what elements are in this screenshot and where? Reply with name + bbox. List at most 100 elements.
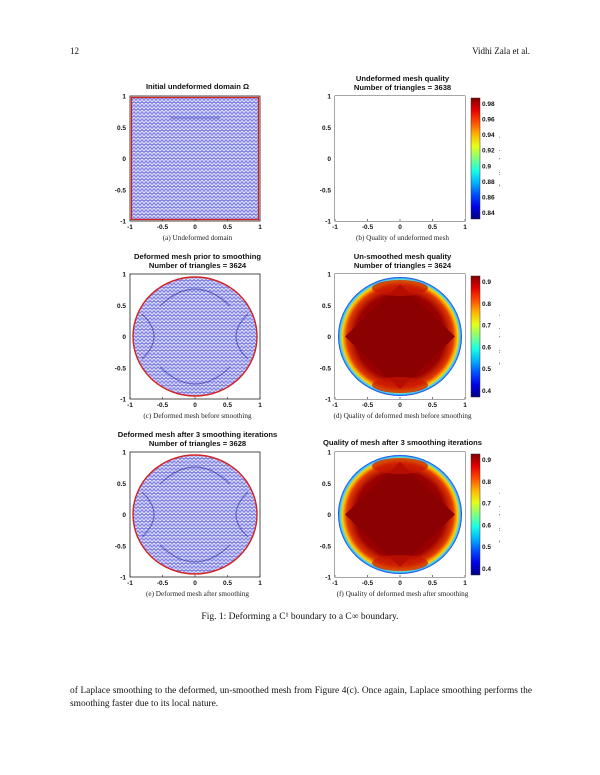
x-tick-label: 0.5 [223, 224, 232, 231]
x-tick-label: -0.5 [362, 402, 374, 409]
x-tick-label: -1 [127, 224, 133, 231]
x-tick-label: 1 [258, 580, 262, 587]
running-header-authors: Vidhi Zala et al. [472, 46, 530, 56]
y-tick-label: 0.5 [322, 303, 331, 310]
colorbar-tick-label: 0.7 [482, 501, 491, 508]
colorbar-tick-label: 0.9 [482, 279, 491, 286]
subfigure-plot: -1 -0.5 0 0.5 1 1 0.5 0 -0.5 -1 [115, 450, 262, 588]
x-tick-label: -1 [127, 580, 133, 587]
subfigure-caption: (b) Quality of undeformed mesh [355, 234, 449, 242]
y-tick-label: -1 [120, 575, 126, 582]
page-number: 12 [70, 46, 79, 56]
colorbar-tick-label: 0.9 [482, 163, 491, 170]
subfigure-plot: 0.98 0.96 0.94 0.92 0.9 0.88 0.86 0.84 Quality o… [320, 94, 500, 232]
subfigure-c: Deformed mesh prior to smoothing Number o… [100, 252, 295, 424]
y-tick-label: -0.5 [115, 543, 127, 550]
colorbar-tick-label: 0.96 [482, 117, 495, 124]
subfigure-caption: (f) Quality of deformed mesh after smoot… [336, 590, 469, 598]
y-tick-label: 0.5 [322, 481, 331, 488]
x-tick-label: -0.5 [157, 580, 169, 587]
x-tick-label: -0.5 [157, 402, 169, 409]
subfigure-title-line: Quality of mesh after 3 smoothing iterat… [322, 438, 483, 447]
subfigure-f: Quality of mesh after 3 smoothing iterat… [305, 430, 500, 602]
y-tick-label: 0 [327, 512, 331, 519]
y-tick-label: 1 [122, 450, 126, 457]
colorbar-tick-label: 0.84 [482, 210, 495, 217]
subfigure-title-line: Deformed mesh prior to smoothing [134, 252, 261, 261]
x-tick-label: -0.5 [157, 224, 169, 231]
x-tick-label: 0 [193, 580, 197, 587]
x-tick-label: 0.5 [428, 402, 437, 409]
x-tick-label: 0.5 [428, 580, 437, 587]
y-tick-label: -1 [325, 575, 331, 582]
y-tick-label: 1 [122, 272, 126, 279]
subfigure-title: Quality of mesh after 3 smoothing iterat… [305, 438, 500, 447]
y-tick-label: 0 [122, 334, 126, 341]
subfigure-b: Undeformed mesh quality Number of triangl… [305, 74, 500, 246]
subfigure-title-line: Undeformed mesh quality [355, 74, 450, 83]
subfigure-title: Un-smoothed mesh quality Number of triang… [305, 252, 500, 270]
subfigure-title-line: Number of triangles = 3624 [353, 261, 452, 270]
subfigure-plot: -1 -0.5 0 0.5 1 1 0.5 0 -0.5 -1 [115, 94, 262, 232]
subfigure-title: Undeformed mesh quality Number of triangl… [305, 74, 500, 92]
x-tick-label: 1 [463, 402, 467, 409]
colorbar-tick-label: 0.4 [482, 388, 491, 395]
y-tick-label: -1 [325, 219, 331, 226]
y-tick-label: -0.5 [320, 543, 332, 550]
figure: Initial undeformed domain Ω -1 -0.5 0 0.5 1 1 0… [100, 74, 500, 604]
subfigure-title-line: Deformed mesh after 3 smoothing iteratio… [117, 430, 278, 439]
colorbar-tick-label: 0.4 [482, 566, 491, 573]
x-tick-label: 0 [398, 224, 402, 231]
colorbar-label: Quality of triangles [499, 307, 500, 366]
x-tick-label: -1 [332, 580, 338, 587]
x-tick-label: -0.5 [362, 580, 374, 587]
y-tick-label: -0.5 [320, 187, 332, 194]
colorbar-tick-label: 0.9 [482, 457, 491, 464]
x-tick-label: 0 [398, 402, 402, 409]
y-tick-label: 1 [327, 450, 331, 457]
x-tick-label: 1 [463, 224, 467, 231]
subfigure-caption: (c) Deformed mesh before smoothing [143, 412, 252, 420]
subfigure-title: Initial undeformed domain Ω [100, 82, 295, 91]
subfigure-plot: 0.9 0.8 0.7 0.6 0.5 0.4 Quality of triangles -1… [320, 450, 500, 588]
y-tick-label: 0.5 [117, 125, 126, 132]
colorbar-tick-label: 0.86 [482, 194, 495, 201]
x-tick-label: 0 [193, 224, 197, 231]
y-tick-label: -1 [120, 397, 126, 404]
x-tick-label: -1 [127, 402, 133, 409]
subfigure-plot: -1 -0.5 0 0.5 1 1 0.5 0 -0.5 -1 [115, 272, 262, 410]
y-tick-label: -1 [120, 219, 126, 226]
colorbar-label: Quality of triangles [499, 129, 500, 188]
subfigure-d: Un-smoothed mesh quality Number of triang… [305, 252, 500, 424]
colorbar-tick-label: 0.8 [482, 479, 491, 486]
x-tick-label: 1 [258, 224, 262, 231]
y-tick-label: 0 [327, 156, 331, 163]
colorbar-tick-label: 0.5 [482, 366, 491, 373]
subfigure-caption: (e) Deformed mesh after smoothing [146, 590, 249, 598]
colorbar-tick-label: 0.98 [482, 101, 495, 108]
subfigure-caption: (a) Undeformed domain [162, 234, 233, 242]
x-tick-label: 0 [193, 402, 197, 409]
colorbar-tick-label: 0.7 [482, 323, 491, 330]
colorbar-tick-label: 0.88 [482, 179, 495, 186]
x-tick-label: 1 [258, 402, 262, 409]
colorbar-tick-label: 0.8 [482, 301, 491, 308]
y-tick-label: 0 [327, 334, 331, 341]
x-tick-label: 1 [463, 580, 467, 587]
subfigure-title-line: Initial undeformed domain Ω [145, 82, 250, 91]
subfigure-e: Deformed mesh after 3 smoothing iteratio… [100, 430, 295, 602]
figure-caption: Fig. 1: Deforming a C¹ boundary to a C∞ … [201, 612, 399, 622]
body-paragraph: of Laplace smoothing to the deformed, un… [70, 686, 532, 709]
colorbar-tick-label: 0.92 [482, 148, 495, 155]
subfigure-plot: 0.9 0.8 0.7 0.6 0.5 0.4 Quality of triangles -1… [320, 272, 500, 410]
x-tick-label: 0.5 [223, 580, 232, 587]
y-tick-label: 0 [122, 156, 126, 163]
x-tick-label: 0.5 [223, 402, 232, 409]
y-tick-label: -0.5 [115, 365, 127, 372]
subfigure-title: Deformed mesh after 3 smoothing iteratio… [100, 430, 295, 448]
x-tick-label: -0.5 [362, 224, 374, 231]
y-tick-label: -0.5 [320, 365, 332, 372]
colorbar-tick-label: 0.6 [482, 344, 491, 351]
y-tick-label: -0.5 [115, 187, 127, 194]
subfigure-title-line: Number of triangles = 3638 [353, 83, 452, 92]
